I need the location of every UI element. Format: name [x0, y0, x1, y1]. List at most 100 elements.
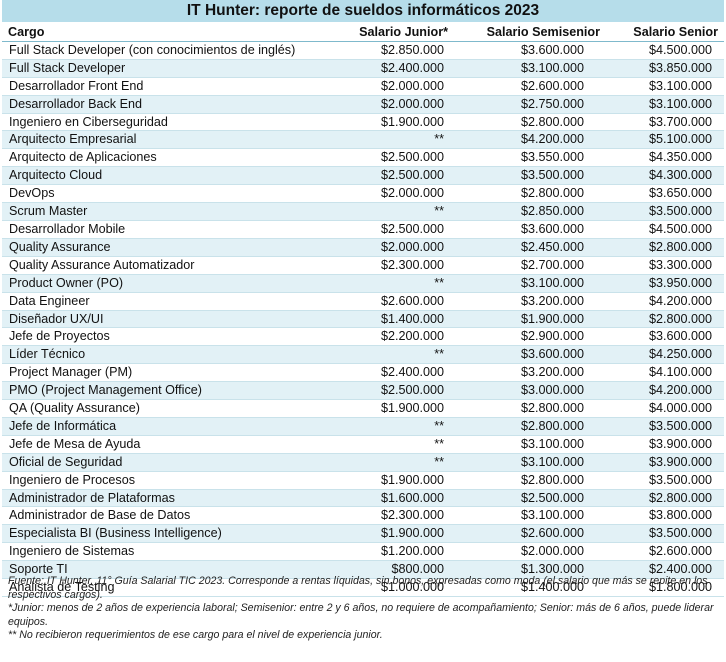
- cell-cargo: PMO (Project Management Office): [2, 381, 332, 401]
- cell-salario-semisenior: $2.800.000: [454, 399, 610, 418]
- cell-salario-senior: $3.650.000: [610, 184, 724, 204]
- cell-salario-junior: **: [332, 130, 454, 150]
- cell-salario-junior: $2.600.000: [332, 292, 454, 311]
- table-row: Oficial de Seguridad ** $3.100.000 $3.900.0…: [2, 453, 724, 472]
- footnote-levels: *Junior: menos de 2 años de experiencia …: [8, 602, 714, 628]
- table-row: DevOps $2.000.000 $2.800.000 $3.650.000: [2, 184, 724, 204]
- cell-salario-semisenior: $3.500.000: [454, 166, 610, 186]
- cell-salario-junior: $1.900.000: [332, 524, 454, 544]
- cell-salario-semisenior: $2.000.000: [454, 542, 610, 562]
- cell-cargo: Arquitecto Cloud: [2, 166, 332, 186]
- cell-salario-semisenior: $2.450.000: [454, 238, 610, 257]
- cell-salario-senior: $4.500.000: [610, 41, 724, 60]
- table-row: QA (Quality Assurance) $1.900.000 $2.800.0…: [2, 399, 724, 418]
- cell-salario-semisenior: $4.200.000: [454, 130, 610, 150]
- cell-salario-senior: $3.700.000: [610, 113, 724, 132]
- cell-salario-junior: $2.000.000: [332, 184, 454, 204]
- cell-salario-senior: $2.800.000: [610, 238, 724, 257]
- cell-salario-senior: $3.500.000: [610, 202, 724, 221]
- cell-salario-semisenior: $1.400.000: [454, 578, 610, 597]
- cell-salario-junior: $2.300.000: [332, 506, 454, 526]
- cell-salario-junior: $1.200.000: [332, 542, 454, 562]
- cell-salario-semisenior: $2.800.000: [454, 417, 610, 436]
- cell-salario-semisenior: $3.100.000: [454, 59, 610, 78]
- cell-salario-junior: $2.000.000: [332, 95, 454, 114]
- cell-cargo: Full Stack Developer: [2, 59, 332, 78]
- cell-salario-senior: $3.100.000: [610, 95, 724, 114]
- cell-cargo: Jefe de Informática: [2, 417, 332, 436]
- footnote-no-data: ** No recibieron requerimientos de ese c…: [8, 629, 383, 642]
- table-row: Administrador de Base de Datos $2.300.000…: [2, 506, 724, 526]
- cell-cargo: Ingeniero de Sistemas: [2, 542, 332, 562]
- cell-salario-junior: $800.000: [332, 560, 454, 580]
- cell-cargo: Especialista BI (Business Intelligence): [2, 524, 332, 544]
- cell-salario-junior: **: [332, 345, 454, 365]
- cell-salario-senior: $3.100.000: [610, 77, 724, 96]
- cell-cargo: Product Owner (PO): [2, 274, 332, 293]
- cell-salario-junior: $1.900.000: [332, 399, 454, 418]
- report-title: IT Hunter: reporte de sueldos informátic…: [2, 0, 724, 22]
- cell-salario-junior: $1.900.000: [332, 471, 454, 490]
- cell-salario-semisenior: $3.200.000: [454, 292, 610, 311]
- cell-salario-junior: $2.400.000: [332, 363, 454, 383]
- cell-cargo: Administrador de Plataformas: [2, 489, 332, 508]
- cell-cargo: Full Stack Developer (con conocimientos …: [2, 41, 332, 60]
- cell-salario-junior: **: [332, 453, 454, 472]
- cell-salario-semisenior: $3.550.000: [454, 148, 610, 168]
- cell-salario-junior: $2.200.000: [332, 327, 454, 347]
- table-row: Desarrollador Back End $2.000.000 $2.750.0…: [2, 95, 724, 114]
- cell-salario-junior: $2.850.000: [332, 41, 454, 60]
- cell-salario-senior: $3.850.000: [610, 59, 724, 78]
- cell-salario-junior: $2.500.000: [332, 166, 454, 186]
- table-row: Product Owner (PO) ** $3.100.000 $3.950.000: [2, 274, 724, 293]
- cell-salario-semisenior: $3.000.000: [454, 381, 610, 401]
- table-row: Jefe de Informática ** $2.800.000 $3.500.00…: [2, 417, 724, 436]
- table-row: Jefe de Proyectos $2.200.000 $2.900.000 $3.…: [2, 327, 724, 347]
- cell-salario-semisenior: $2.500.000: [454, 489, 610, 508]
- cell-cargo: Ingeniero en Ciberseguridad: [2, 113, 332, 132]
- cell-salario-senior: $3.500.000: [610, 417, 724, 436]
- cell-salario-senior: $4.000.000: [610, 399, 724, 418]
- cell-salario-senior: $4.200.000: [610, 381, 724, 401]
- cell-salario-senior: $4.250.000: [610, 345, 724, 365]
- cell-salario-semisenior: $2.600.000: [454, 524, 610, 544]
- cell-cargo: Project Manager (PM): [2, 363, 332, 383]
- cell-salario-semisenior: $3.200.000: [454, 363, 610, 383]
- cell-salario-senior: $2.600.000: [610, 542, 724, 562]
- cell-salario-junior: $2.300.000: [332, 256, 454, 275]
- cell-salario-semisenior: $2.850.000: [454, 202, 610, 221]
- cell-salario-semisenior: $3.100.000: [454, 274, 610, 293]
- cell-salario-semisenior: $2.600.000: [454, 77, 610, 96]
- cell-cargo: Scrum Master: [2, 202, 332, 221]
- cell-salario-senior: $3.800.000: [610, 506, 724, 526]
- cell-salario-senior: $2.800.000: [610, 489, 724, 508]
- cell-salario-senior: $3.500.000: [610, 524, 724, 544]
- column-header-semisenior: Salario Semisenior: [454, 24, 610, 42]
- cell-salario-senior: $4.500.000: [610, 220, 724, 239]
- cell-salario-senior: $3.900.000: [610, 435, 724, 454]
- cell-salario-senior: $3.600.000: [610, 327, 724, 347]
- table-row: Ingeniero de Sistemas $1.200.000 $2.000.00…: [2, 542, 724, 562]
- cell-salario-senior: $5.100.000: [610, 130, 724, 150]
- cell-salario-semisenior: $3.600.000: [454, 345, 610, 365]
- cell-cargo: Ingeniero de Procesos: [2, 471, 332, 490]
- cell-cargo: DevOps: [2, 184, 332, 204]
- cell-salario-junior: $1.000.000: [332, 578, 454, 597]
- cell-salario-senior: $2.800.000: [610, 310, 724, 329]
- cell-salario-junior: **: [332, 274, 454, 293]
- cell-cargo: Desarrollador Front End: [2, 77, 332, 96]
- cell-salario-semisenior: $1.300.000: [454, 560, 610, 580]
- cell-cargo: Líder Técnico: [2, 345, 332, 365]
- cell-salario-senior: $2.400.000: [610, 560, 724, 580]
- table-row: Arquitecto de Aplicaciones $2.500.000 $3.5…: [2, 148, 724, 168]
- table-row: Ingeniero en Ciberseguridad $1.900.000 $2.…: [2, 113, 724, 132]
- cell-salario-senior: $4.300.000: [610, 166, 724, 186]
- cell-salario-senior: $3.900.000: [610, 453, 724, 472]
- table-row: PMO (Project Management Office) $2.500.00…: [2, 381, 724, 401]
- cell-cargo: Quality Assurance: [2, 238, 332, 257]
- cell-salario-semisenior: $2.800.000: [454, 471, 610, 490]
- cell-cargo: Arquitecto Empresarial: [2, 130, 332, 150]
- table-row: Ingeniero de Procesos $1.900.000 $2.800.00…: [2, 471, 724, 490]
- cell-salario-semisenior: $3.100.000: [454, 453, 610, 472]
- cell-cargo: Jefe de Proyectos: [2, 327, 332, 347]
